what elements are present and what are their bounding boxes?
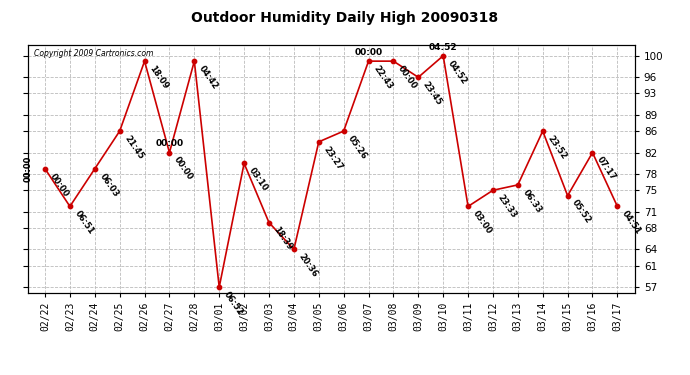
Text: 20:36: 20:36	[297, 252, 319, 279]
Point	[587, 150, 598, 156]
Text: 07:17: 07:17	[595, 155, 618, 182]
Point	[64, 203, 75, 209]
Point	[139, 58, 150, 64]
Point	[512, 182, 523, 188]
Text: Copyright 2009 Cartronics.com: Copyright 2009 Cartronics.com	[34, 49, 153, 58]
Text: 23:27: 23:27	[322, 145, 344, 172]
Text: 00:00: 00:00	[355, 48, 382, 57]
Point	[612, 203, 623, 209]
Text: 22:43: 22:43	[371, 64, 394, 91]
Text: 23:52: 23:52	[546, 134, 569, 161]
Text: 05:26: 05:26	[346, 134, 369, 161]
Point	[562, 193, 573, 199]
Text: 03:00: 03:00	[471, 209, 493, 236]
Text: 04:52: 04:52	[446, 58, 469, 86]
Text: 21:45: 21:45	[122, 134, 145, 161]
Point	[538, 128, 549, 134]
Text: 00:00: 00:00	[172, 155, 195, 182]
Point	[388, 58, 399, 64]
Point	[164, 150, 175, 156]
Text: 03:10: 03:10	[247, 166, 270, 193]
Point	[114, 128, 125, 134]
Text: 00:00: 00:00	[23, 156, 32, 182]
Point	[239, 160, 250, 166]
Point	[313, 139, 324, 145]
Point	[338, 128, 349, 134]
Point	[487, 187, 498, 193]
Text: 05:52: 05:52	[571, 198, 593, 225]
Text: 18:09: 18:09	[148, 64, 170, 91]
Text: 04:51: 04:51	[620, 209, 643, 236]
Text: 06:03: 06:03	[97, 171, 120, 198]
Text: 18:39: 18:39	[272, 225, 295, 252]
Point	[189, 58, 200, 64]
Point	[462, 203, 473, 209]
Point	[288, 246, 299, 252]
Point	[413, 74, 424, 80]
Text: 06:33: 06:33	[521, 188, 543, 214]
Text: 04:42: 04:42	[197, 64, 220, 91]
Text: 23:45: 23:45	[421, 80, 444, 107]
Point	[363, 58, 374, 64]
Point	[39, 166, 50, 172]
Point	[437, 53, 448, 59]
Point	[264, 219, 275, 225]
Text: 06:52: 06:52	[222, 290, 245, 317]
Text: 06:51: 06:51	[72, 209, 95, 236]
Text: 00:00: 00:00	[396, 64, 419, 91]
Text: 23:33: 23:33	[495, 193, 518, 220]
Text: 00:00: 00:00	[155, 140, 184, 148]
Text: 00:00: 00:00	[48, 171, 70, 198]
Point	[89, 166, 100, 172]
Point	[214, 284, 225, 290]
Text: 04:52: 04:52	[429, 43, 457, 52]
Text: Outdoor Humidity Daily High 20090318: Outdoor Humidity Daily High 20090318	[191, 11, 499, 25]
